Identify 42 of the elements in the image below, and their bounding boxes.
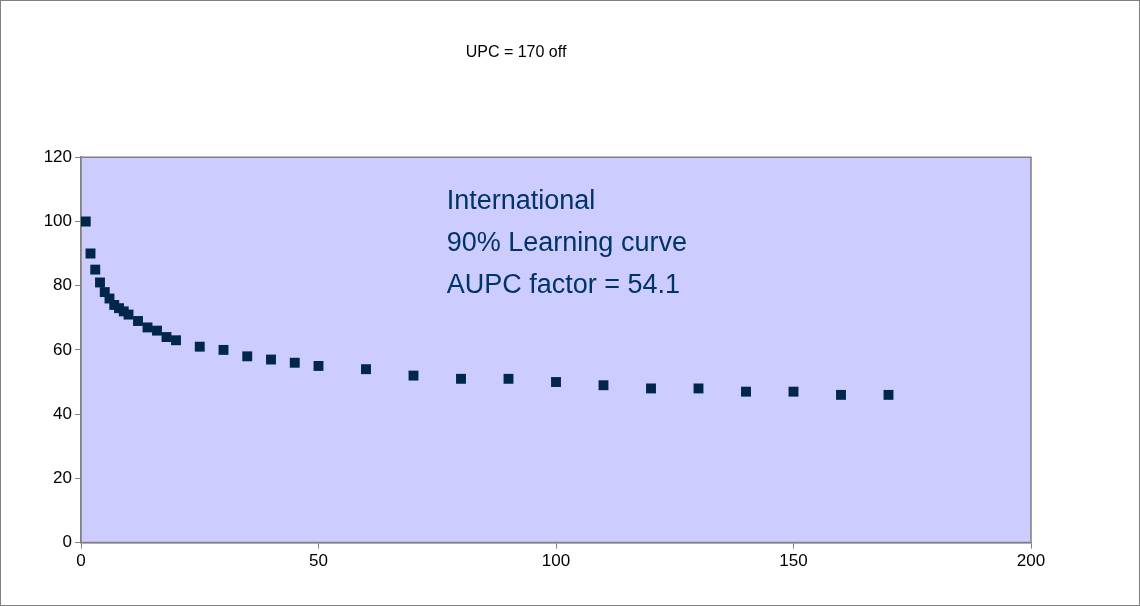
- point: [551, 377, 561, 387]
- point: [85, 248, 96, 259]
- y-tick-label: 0: [62, 532, 72, 552]
- point: [313, 361, 324, 371]
- point: [242, 351, 253, 362]
- point: [161, 332, 172, 342]
- y-tick-label: 40: [53, 403, 72, 423]
- y-tick-label: 100: [43, 211, 72, 231]
- y-tick-label: 60: [53, 339, 72, 359]
- point: [598, 380, 609, 391]
- x-tick-label: 150: [779, 551, 808, 571]
- point: [95, 277, 105, 288]
- x-tick-label: 100: [541, 551, 571, 571]
- point: [289, 357, 300, 368]
- point: [741, 386, 751, 397]
- point: [152, 325, 162, 336]
- point: [646, 383, 656, 394]
- point: [836, 389, 846, 400]
- x-tick-label: 50: [309, 551, 328, 571]
- x-tick-label: 200: [1016, 551, 1046, 571]
- point: [171, 335, 181, 346]
- point: [456, 373, 466, 384]
- point: [194, 341, 205, 352]
- point: [81, 216, 91, 227]
- x-tick-label: 0: [76, 551, 86, 571]
- y-tick-label: 20: [53, 468, 72, 488]
- point: [788, 386, 799, 397]
- point: [123, 309, 134, 320]
- point: [142, 322, 153, 333]
- point: [883, 389, 894, 400]
- point: [503, 373, 514, 384]
- point: [218, 344, 229, 355]
- point: [361, 364, 371, 375]
- y-tick-label: 120: [43, 146, 72, 166]
- point: [90, 264, 101, 275]
- point: [266, 354, 276, 365]
- point: [408, 370, 419, 381]
- point: [133, 316, 143, 326]
- y-tick-label: 80: [53, 275, 72, 295]
- chart-title: UPC = 170 off: [465, 43, 567, 61]
- point: [693, 383, 704, 394]
- annotation: International 90% Learning curve AUPC factor = 54.1: [446, 184, 687, 299]
